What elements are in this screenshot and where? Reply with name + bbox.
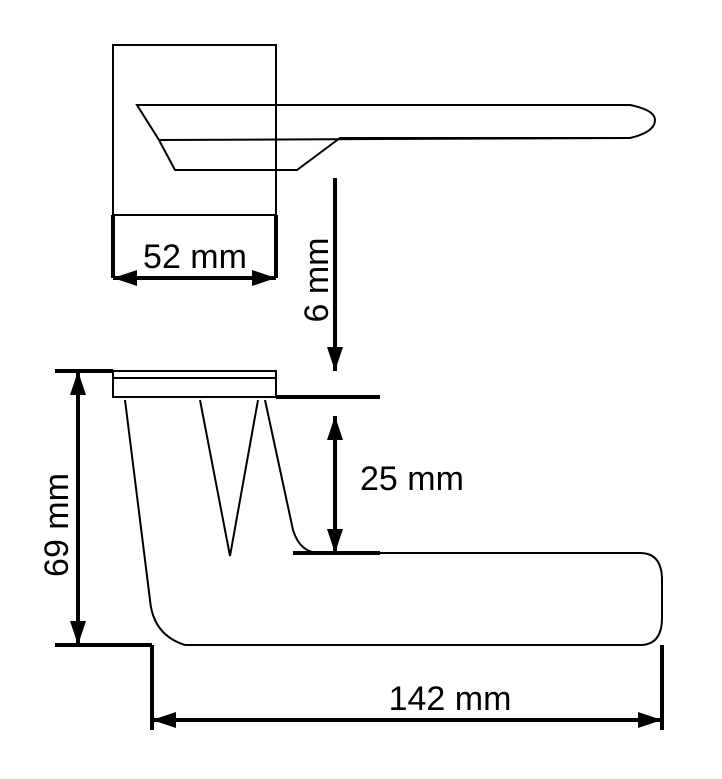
dim-142mm-label: 142 mm bbox=[389, 680, 512, 718]
side-handle-outline bbox=[125, 400, 662, 645]
dim-25mm-label: 25 mm bbox=[360, 460, 464, 498]
side-view bbox=[113, 371, 662, 645]
dim-6mm-label: 6 mm bbox=[298, 238, 336, 323]
dim-69mm-label: 69 mm bbox=[38, 473, 76, 577]
dim-6mm: 6 mm bbox=[276, 178, 380, 397]
dim-52mm: 52 mm bbox=[113, 215, 276, 286]
top-plate bbox=[113, 45, 276, 215]
top-view bbox=[113, 45, 655, 215]
dim-142mm: 142 mm bbox=[152, 645, 662, 730]
technical-drawing: 52 mm 6 mm 25 mm 69 mm 142 mm bbox=[0, 0, 722, 779]
dim-25mm: 25 mm bbox=[293, 416, 464, 553]
dim-52mm-label: 52 mm bbox=[143, 238, 247, 276]
side-inner-wedge bbox=[200, 400, 258, 556]
top-lever-crease bbox=[159, 138, 630, 140]
dim-69mm: 69 mm bbox=[38, 371, 152, 645]
side-plate bbox=[113, 371, 276, 397]
